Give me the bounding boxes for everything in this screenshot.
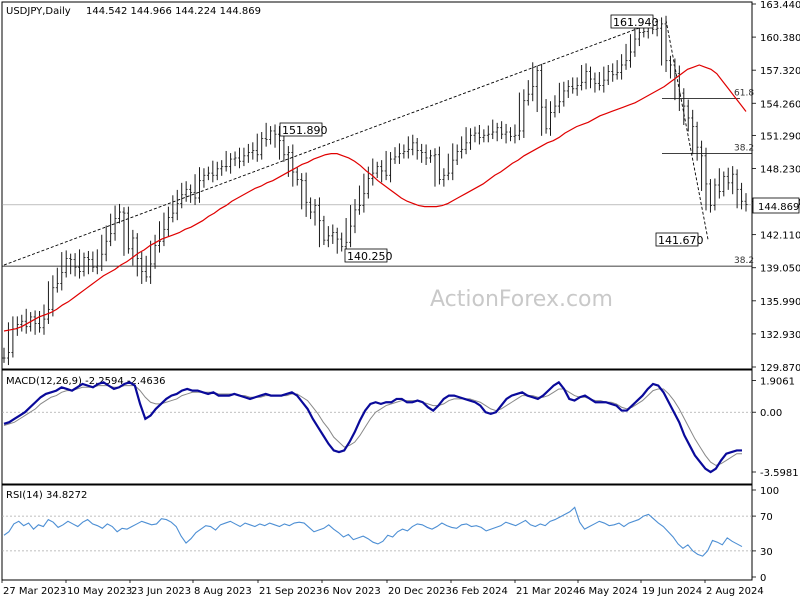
price-callouts: 151.890 161.940 140.250 141.670 xyxy=(279,14,704,263)
sma-line xyxy=(3,64,747,332)
x-tick-label: 6 May 2024 xyxy=(579,586,638,597)
rsi-line xyxy=(3,506,743,557)
fib-level-label: 61.8 xyxy=(734,89,754,99)
macd-panel: MACD(12,26,9) -2.2594 -2.4636 1.9061 0.00… xyxy=(1,369,799,485)
low-callout-box xyxy=(344,248,388,263)
rsi-y-axis: 100 70 30 0 xyxy=(752,486,779,584)
trendline-decline xyxy=(665,20,709,240)
high-callout-box xyxy=(279,122,323,137)
macd-y-tick-label: -3.5981 xyxy=(760,468,799,479)
macd-line xyxy=(3,380,742,474)
x-tick-label: 20 Dec 2023 xyxy=(388,586,452,597)
last-price-box xyxy=(752,197,800,214)
price-y-tick-label: 154.260 xyxy=(760,99,800,110)
x-tick-label: 10 May 2023 xyxy=(67,586,132,597)
fib-level-label: 38.2 xyxy=(734,256,754,266)
high-callout-box xyxy=(610,14,654,29)
x-tick-label: 19 Jun 2024 xyxy=(642,586,702,597)
price-overlays: 61.8 38.2 38.2 xyxy=(2,19,754,267)
price-y-tick-label: 148.230 xyxy=(760,164,800,175)
x-tick-label: 21 Mar 2024 xyxy=(516,586,579,597)
price-y-tick-label: 132.930 xyxy=(760,330,800,341)
macd-panel-frame xyxy=(1,369,753,485)
rsi-level-lines xyxy=(2,515,752,552)
macd-title: MACD(12,26,9) -2.2594 -2.4636 xyxy=(6,376,166,387)
macd-y-axis: 1.9061 0.00 -3.5981 xyxy=(752,377,799,479)
price-y-tick-label: 160.380 xyxy=(760,33,800,44)
price-title: USDJPY,Daily xyxy=(6,6,71,17)
last-price-label: 144.869 xyxy=(758,202,799,213)
rsi-title: RSI(14) 34.8272 xyxy=(6,490,87,501)
high-callout-label: 161.940 xyxy=(613,16,659,29)
x-tick-label: 21 Sep 2023 xyxy=(259,586,322,597)
price-panel: USDJPY,Daily 144.542 144.966 144.224 144… xyxy=(1,0,800,374)
rsi-panel: RSI(14) 34.8272 100 70 30 0 xyxy=(1,484,779,584)
price-panel-frame xyxy=(1,1,753,370)
macd-y-tick-label: 1.9061 xyxy=(760,377,795,388)
rsi-panel-frame xyxy=(1,484,753,581)
price-y-tick-label: 151.290 xyxy=(760,131,800,142)
x-tick-label: 27 Mar 2023 xyxy=(3,586,66,597)
price-y-tick-label: 142.110 xyxy=(760,231,800,242)
price-y-axis: 163.440 160.380 157.320 154.260 151.290 148.2… xyxy=(752,0,800,374)
macd-signal-line xyxy=(3,385,742,466)
watermark: ActionForex.com xyxy=(430,287,613,312)
price-ohlc-header: 144.542 144.966 144.224 144.869 xyxy=(86,6,261,17)
fib-level-label: 38.2 xyxy=(734,144,754,154)
x-tick-label: 23 Jun 2023 xyxy=(131,586,191,597)
x-tick-label: 8 Aug 2023 xyxy=(194,586,252,597)
last-price-marker: 144.869 xyxy=(752,197,800,214)
x-tick-label: 6 Nov 2023 xyxy=(323,586,381,597)
low-callout-label: 140.250 xyxy=(347,250,393,263)
price-y-tick-label: 135.990 xyxy=(760,297,800,308)
trendline-upper xyxy=(3,19,661,266)
rsi-y-tick-label: 70 xyxy=(760,512,773,523)
price-y-tick-label: 157.320 xyxy=(760,66,800,77)
rsi-y-tick-label: 100 xyxy=(760,486,779,497)
low-callout-label: 141.670 xyxy=(658,234,704,247)
price-y-tick-label: 129.870 xyxy=(760,363,800,374)
high-callout-label: 151.890 xyxy=(282,124,328,137)
rsi-y-tick-label: 0 xyxy=(760,573,766,584)
price-y-tick-label: 163.440 xyxy=(760,0,800,11)
rsi-y-tick-label: 30 xyxy=(760,547,773,558)
price-y-tick-label: 139.050 xyxy=(760,264,800,275)
macd-y-tick-label: 0.00 xyxy=(760,408,782,419)
x-tick-label: 6 Feb 2024 xyxy=(452,586,508,597)
x-tick-label: 2 Aug 2024 xyxy=(706,586,764,597)
low-callout-box xyxy=(655,232,699,247)
